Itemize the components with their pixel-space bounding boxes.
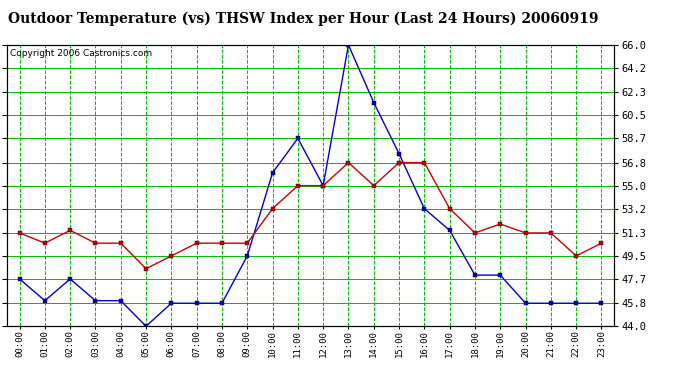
Text: Outdoor Temperature (vs) THSW Index per Hour (Last 24 Hours) 20060919: Outdoor Temperature (vs) THSW Index per … [8,11,599,26]
Text: Copyright 2006 Castronics.com: Copyright 2006 Castronics.com [10,49,152,58]
